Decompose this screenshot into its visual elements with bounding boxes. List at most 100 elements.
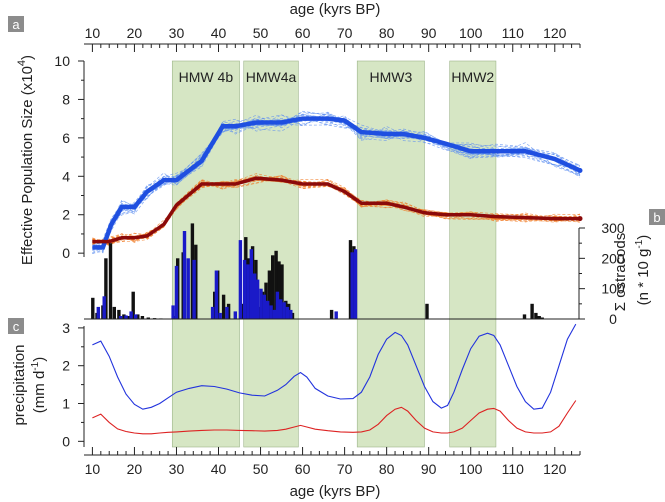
bar-blue (259, 288, 263, 319)
panel-letter-b-box (649, 209, 665, 225)
panel-c-y-tick-label: 2 (62, 358, 70, 374)
panel-b-ylabel: Σ ostracods (612, 233, 629, 311)
bottom-axis-tick-label: 110 (502, 461, 525, 477)
panel-b-y-tick-label: 200 (601, 250, 625, 266)
bottom-axis-tick-label: 20 (127, 461, 143, 477)
bar-black (136, 314, 140, 319)
panel-b-y-tick-label: 0 (609, 311, 617, 327)
panel-c-ylabel-unit: (mm d-1) (30, 357, 48, 413)
bar-black (194, 244, 198, 319)
panel-c-y-tick-label: 3 (62, 320, 70, 336)
bar-black (329, 309, 334, 319)
panel-a-y-tick-label: 8 (62, 91, 70, 107)
hmw-period-band (449, 60, 497, 448)
bar-blue (334, 311, 338, 319)
bar-blue (249, 249, 253, 319)
panel-b-y-tick-label: 100 (601, 281, 625, 297)
panel-letter-c-box (8, 318, 24, 334)
panel-letter-c: c (13, 319, 20, 334)
panel-a-y-tick-label: 6 (62, 130, 70, 146)
bar-black (280, 264, 284, 319)
bottom-axis-tick-label: 30 (169, 461, 185, 477)
bar-blue (266, 300, 270, 319)
precip-line-blue (92, 323, 577, 410)
top-axis-tick-label: 20 (127, 25, 143, 41)
bar-blue (289, 309, 293, 319)
bottom-axis-tick-label: 90 (421, 461, 437, 477)
bar-blue (279, 299, 283, 319)
top-axis-tick-label: 60 (295, 25, 311, 41)
top-axis-tick-label: 90 (421, 25, 437, 41)
panel-letter-a-box (8, 16, 24, 32)
bar-blue (282, 302, 286, 319)
bar-blue (171, 305, 175, 319)
bar-blue (262, 294, 266, 319)
bar-blue (285, 306, 290, 319)
panel-c-y-tick-label: 1 (62, 396, 70, 412)
hmw-period-band (356, 60, 425, 448)
bar-black (112, 306, 116, 319)
mean-lines (92, 116, 583, 250)
ensemble-line (92, 114, 581, 245)
panel-b-y-tick-label: 300 (601, 220, 625, 236)
bar-black (131, 291, 135, 319)
bar-blue (182, 231, 187, 319)
hmw-period-label: HMW 4b (179, 69, 234, 85)
bar-black (91, 297, 95, 319)
bar-blue (174, 265, 179, 319)
hmw-period-label: HMW4a (246, 69, 297, 85)
panel-a-y-tick-label: 2 (62, 207, 70, 223)
bar-blue (186, 258, 190, 319)
ensemble-line (92, 178, 581, 244)
mean-line-dark-red (92, 176, 580, 244)
top-axis-tick-label: 30 (169, 25, 185, 41)
bar-blue (269, 305, 273, 319)
panel-b-ylabel-unit: (n * 10 g-1) (634, 235, 652, 306)
top-axis-tick-label: 80 (379, 25, 395, 41)
top-axis-tick-label: 110 (502, 25, 525, 41)
hmw-period-label: HMW3 (369, 69, 412, 85)
bar-blue (102, 296, 106, 320)
bar-black (122, 314, 126, 319)
bar-blue (253, 273, 257, 319)
bar-blue (118, 316, 123, 319)
bottom-axis-tick-label: 80 (379, 461, 395, 477)
panel-a-y-tick-label: 10 (54, 53, 70, 69)
bar-black (425, 303, 429, 319)
ensemble-lines (92, 110, 581, 255)
top-axis-tick-label: 100 (459, 25, 483, 41)
bar-black (271, 255, 275, 319)
bottom-axis-title: age (kyrs BP) (290, 483, 381, 500)
top-axis-tick-label: 10 (85, 25, 101, 41)
ensemble-line (92, 175, 581, 245)
bar-blue (242, 259, 247, 319)
bar-blue (350, 252, 354, 319)
bar-black (537, 316, 541, 319)
bar-black (267, 270, 272, 319)
bar-black (104, 258, 108, 319)
panel-a-y-tick-label: 4 (62, 168, 70, 184)
mean-line-end-point (577, 168, 583, 174)
precip-line-red (92, 400, 577, 435)
bottom-axis-tick-label: 40 (211, 461, 227, 477)
bar-blue (134, 314, 138, 319)
top-axis-tick-label: 70 (337, 25, 353, 41)
mean-line-end-point (577, 216, 583, 222)
bar-black (522, 314, 527, 319)
bottom-axis-tick-label: 100 (459, 461, 483, 477)
precipitation-lines (92, 323, 577, 435)
top-axis-tick-label: 120 (543, 25, 567, 41)
bar-blue (255, 279, 260, 319)
axes: 10 20 30 40 50 60 70 80 90 100 110 1200246810010020… (54, 25, 624, 477)
bar-blue (218, 312, 222, 319)
bottom-axis-tick-label: 60 (295, 461, 311, 477)
bar-blue (246, 264, 250, 319)
bar-blue (124, 315, 128, 319)
top-axis-title: age (kyrs BP) (290, 1, 381, 18)
panel-c-ylabel: precipitation (11, 345, 28, 426)
bar-black (117, 309, 121, 319)
panel-letter-a: a (12, 17, 20, 32)
panel-a-y-tick-label: 0 (62, 245, 70, 261)
bottom-axis-tick-label: 70 (337, 461, 353, 477)
